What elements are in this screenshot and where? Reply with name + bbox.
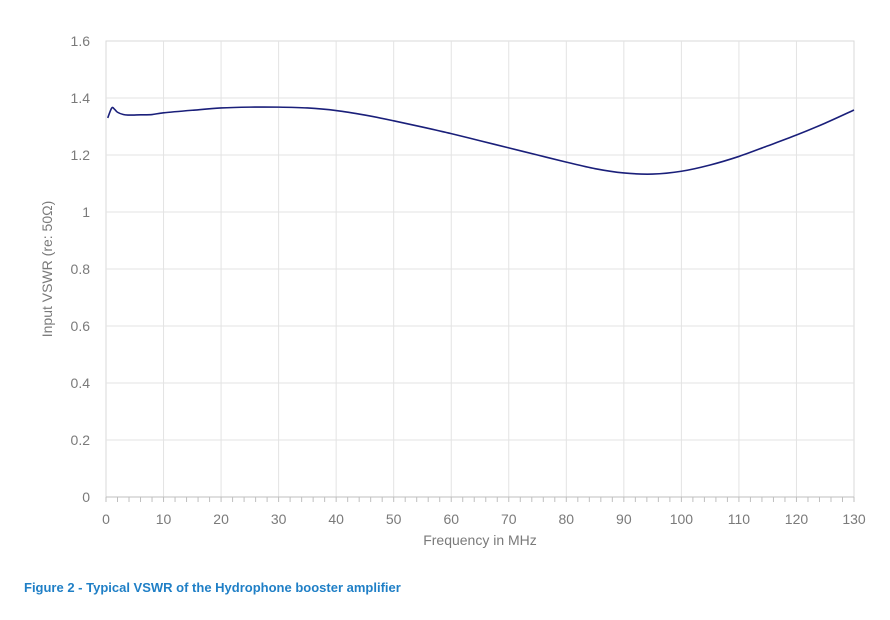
y-tick-label: 0.8 [71,261,91,277]
figure-caption: Figure 2 - Typical VSWR of the Hydrophon… [24,580,401,595]
y-tick-label: 1.4 [71,90,91,106]
x-tick-label: 80 [559,511,575,527]
vswr-chart: 0 0.2 0.4 0.6 0.8 1 1.2 1.4 1.6 0 10 20 30 40 50 60 70 8… [39,33,866,548]
y-tick-label: 0.4 [71,375,91,391]
x-tick-label: 10 [156,511,172,527]
y-tick-labels: 0 0.2 0.4 0.6 0.8 1 1.2 1.4 1.6 [71,33,91,505]
y-tick-label: 1 [82,204,90,220]
gridlines [106,41,854,497]
y-tick-label: 1.2 [71,147,91,163]
y-tick-label: 0.6 [71,318,91,334]
y-tick-label: 0 [82,489,90,505]
x-tick-marks [105,497,855,502]
x-tick-label: 50 [386,511,402,527]
x-tick-label: 60 [443,511,459,527]
x-tick-label: 90 [616,511,632,527]
y-tick-label: 0.2 [71,432,91,448]
x-tick-label: 0 [102,511,110,527]
x-tick-labels: 0 10 20 30 40 50 60 70 80 90 100 110 120 130 [102,511,866,527]
x-tick-label: 20 [213,511,229,527]
x-tick-label: 40 [328,511,344,527]
x-tick-label: 130 [842,511,866,527]
vswr-series-line [106,106,855,175]
y-tick-label: 1.6 [71,33,91,49]
y-axis-title: Input VSWR (re: 50Ω) [39,201,55,338]
x-axis-title: Frequency in MHz [423,532,537,548]
x-tick-label: 30 [271,511,287,527]
x-tick-label: 70 [501,511,517,527]
x-tick-label: 100 [670,511,694,527]
x-tick-label: 110 [728,511,751,527]
x-tick-label: 120 [785,511,809,527]
